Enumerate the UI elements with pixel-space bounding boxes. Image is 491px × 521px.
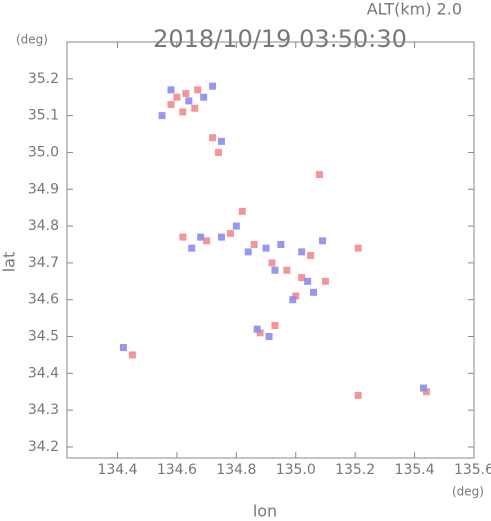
x-tick-label: 135.4	[395, 462, 435, 478]
echo-patch	[232, 222, 240, 230]
x-tick-label: 134.4	[97, 462, 137, 478]
y-tick-label: 35.0	[28, 144, 59, 160]
echo-patch	[419, 384, 427, 392]
y-tick-label: 34.4	[28, 365, 59, 381]
altitude-label: ALT(km) 2.0	[367, 0, 462, 19]
x-tick-label: 134.6	[157, 462, 197, 478]
y-tick-label: 34.5	[28, 329, 59, 345]
y-axis-label: lat	[0, 252, 19, 273]
x-tick-label: 134.8	[216, 462, 256, 478]
echo-patch	[304, 277, 312, 285]
x-tick-label: 135.6	[454, 462, 491, 478]
echo-patch	[179, 108, 187, 116]
x-axis-label: lon	[253, 502, 277, 521]
echo-patch	[173, 93, 181, 101]
echo-patch	[209, 134, 217, 142]
echo-patch	[289, 296, 297, 304]
echo-patch	[262, 244, 270, 252]
echo-patch	[422, 388, 430, 396]
echo-patch	[197, 233, 205, 241]
echo-patch	[283, 266, 291, 274]
echo-patch	[307, 252, 315, 260]
y-tick-label: 35.2	[28, 71, 59, 87]
echo-patch	[298, 274, 306, 282]
echo-patch	[191, 104, 199, 112]
echo-patch	[194, 86, 202, 94]
echo-patch	[318, 237, 326, 245]
x-tick-label: 135.0	[276, 462, 316, 478]
echo-patch	[215, 148, 223, 156]
echo-patch	[200, 93, 208, 101]
y-tick-label: 34.2	[28, 439, 59, 455]
y-tick-label: 34.3	[28, 402, 59, 418]
x-unit: (deg)	[452, 485, 484, 499]
echo-patch	[128, 351, 136, 359]
y-unit: (deg)	[16, 33, 48, 47]
echo-patch	[185, 97, 193, 105]
y-tick-label: 34.8	[28, 218, 59, 234]
echo-patch	[188, 244, 196, 252]
echo-patch	[354, 244, 362, 252]
echo-patch	[244, 248, 252, 256]
echo-patch	[167, 101, 175, 109]
y-tick-label: 35.1	[28, 108, 59, 124]
y-tick-label: 34.9	[28, 181, 59, 197]
x-tick-label: 135.2	[335, 462, 375, 478]
echo-patch	[321, 277, 329, 285]
echo-patch	[277, 240, 285, 248]
echo-patch	[217, 233, 225, 241]
echo-patch	[292, 292, 300, 300]
echo-patch	[354, 391, 362, 399]
echo-patch	[209, 82, 217, 90]
echo-patch	[158, 112, 166, 120]
echo-patch	[179, 233, 187, 241]
echo-patch	[182, 90, 190, 98]
echo-patch	[167, 86, 175, 94]
echo-patch	[271, 266, 279, 274]
y-tick-label: 34.7	[28, 255, 59, 271]
y-tick-label: 34.6	[28, 292, 59, 308]
plot-frame	[66, 41, 475, 459]
echo-patch	[238, 207, 246, 215]
echo-patch	[203, 237, 211, 245]
chart-title: 2018/10/19 03:50:30	[153, 25, 407, 53]
echo-patch	[226, 229, 234, 237]
echo-patch	[119, 344, 127, 352]
echo-patch	[250, 240, 258, 248]
echo-patch	[268, 259, 276, 267]
echo-patch	[256, 329, 264, 337]
echo-patch	[298, 248, 306, 256]
echo-patch	[253, 325, 261, 333]
echo-patch	[265, 333, 273, 341]
echo-patch	[271, 321, 279, 329]
echo-patch	[217, 137, 225, 145]
echo-patch	[310, 288, 318, 296]
echo-patch	[316, 171, 324, 179]
